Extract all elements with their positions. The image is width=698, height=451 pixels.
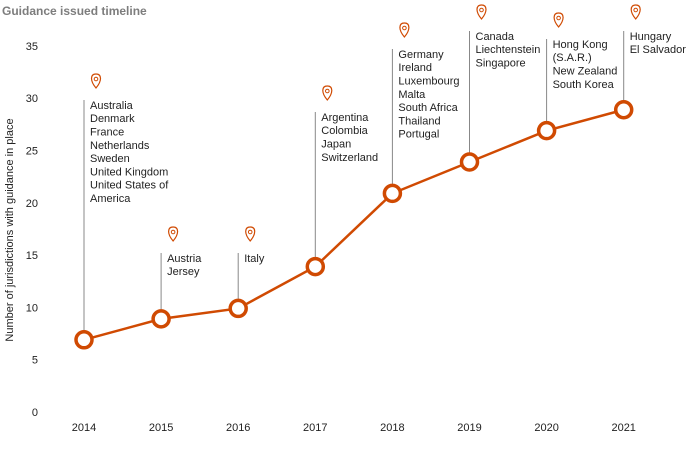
annotation-text: Jersey bbox=[167, 266, 200, 278]
data-point bbox=[228, 298, 248, 319]
y-tick-label: 5 bbox=[32, 355, 38, 367]
x-tick-label: 2019 bbox=[457, 422, 481, 434]
annotation-text: Italy bbox=[244, 253, 265, 265]
annotation-text: Malta bbox=[398, 89, 426, 101]
data-point bbox=[305, 256, 326, 277]
annotation-text: Colombia bbox=[321, 125, 368, 137]
annotation-text: Liechtenstein bbox=[476, 44, 541, 56]
data-line bbox=[83, 108, 625, 342]
pin-icon bbox=[90, 73, 102, 89]
y-tick-label: 35 bbox=[26, 41, 38, 53]
pin-dot bbox=[325, 88, 330, 94]
chart-title: Guidance issued timeline bbox=[2, 4, 147, 18]
y-tick-label: 20 bbox=[26, 198, 38, 210]
annotation-text: Australia bbox=[90, 100, 134, 112]
annotation-text: Ireland bbox=[398, 62, 432, 74]
x-tick-label: 2016 bbox=[226, 422, 250, 434]
annotation-text: Canada bbox=[476, 31, 515, 43]
annotation-text: Austria bbox=[167, 253, 202, 265]
x-tick-label: 2018 bbox=[380, 422, 404, 434]
x-tick-label: 2021 bbox=[611, 422, 635, 434]
y-tick-label: 30 bbox=[26, 93, 38, 105]
annotation-text: Germany bbox=[398, 49, 444, 61]
pin-icon bbox=[322, 85, 333, 101]
annotation-text: New Zealand bbox=[553, 66, 618, 78]
y-tick-label: 25 bbox=[26, 145, 38, 157]
pin-dot bbox=[479, 7, 484, 13]
pin-dot bbox=[170, 229, 176, 235]
annotation-text: Singapore bbox=[476, 58, 526, 70]
annotation-text: Hong Kong bbox=[553, 39, 608, 51]
x-tick-label: 2015 bbox=[149, 422, 173, 434]
y-tick-label: 0 bbox=[32, 407, 38, 419]
annotation-text: America bbox=[90, 193, 131, 205]
annotation-text: Switzerland bbox=[321, 152, 378, 164]
pin-dot bbox=[633, 7, 639, 13]
annotation-text: South Africa bbox=[398, 102, 458, 114]
annotation-text: United States of bbox=[90, 180, 169, 192]
pin-icon bbox=[168, 226, 179, 242]
data-point bbox=[151, 309, 171, 329]
pin-icon bbox=[476, 4, 487, 20]
pin-icon bbox=[399, 22, 410, 38]
x-tick-label: 2014 bbox=[72, 422, 96, 434]
y-tick-label: 10 bbox=[26, 302, 38, 314]
annotation-text: United Kingdom bbox=[90, 166, 168, 178]
data-point bbox=[74, 330, 94, 350]
data-point bbox=[459, 152, 480, 172]
annotation-text: Sweden bbox=[90, 153, 130, 165]
annotation-text: Hungary bbox=[630, 31, 672, 43]
annotation-text: (S.A.R.) bbox=[553, 52, 592, 64]
annotation-text: Portugal bbox=[398, 129, 439, 141]
annotation-text: Argentina bbox=[321, 112, 369, 124]
y-tick-label: 15 bbox=[26, 250, 38, 262]
pin-icon bbox=[553, 12, 564, 28]
data-point bbox=[536, 120, 557, 141]
data-point bbox=[382, 183, 403, 204]
pin-dot bbox=[402, 25, 407, 31]
pin-icon bbox=[245, 226, 256, 242]
pin-dot bbox=[556, 15, 561, 21]
pin-dot bbox=[247, 229, 253, 235]
pin-dot bbox=[93, 76, 99, 82]
pin-icon bbox=[630, 4, 641, 20]
y-axis-label: Number of jurisdictions with guidance in… bbox=[4, 118, 16, 341]
annotation-text: France bbox=[90, 127, 124, 139]
annotation-text: Netherlands bbox=[90, 140, 150, 152]
annotation-text: South Korea bbox=[553, 79, 615, 91]
annotation-text: Japan bbox=[321, 139, 351, 151]
annotation-text: Denmark bbox=[90, 113, 135, 125]
annotation-text: Thailand bbox=[398, 115, 440, 127]
annotation-text: El Salvador bbox=[630, 44, 687, 56]
x-tick-label: 2020 bbox=[534, 422, 558, 434]
x-tick-label: 2017 bbox=[303, 422, 327, 434]
data-point bbox=[613, 99, 634, 120]
annotation-text: Luxembourg bbox=[398, 76, 459, 88]
